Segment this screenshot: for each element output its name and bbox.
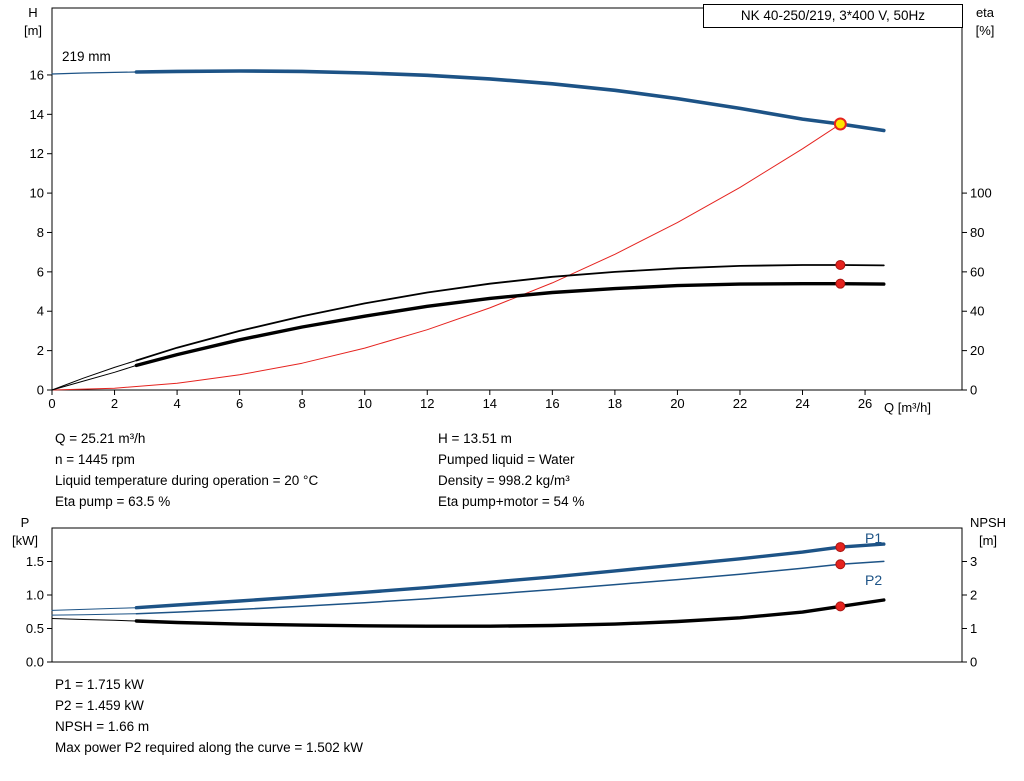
x-tick-label: 22 (733, 396, 747, 411)
eta-pump-motor-curve (134, 282, 886, 368)
power-npsh-chart: 0.0 0.5 1.0 1.5 0 1 2 3 (26, 527, 977, 670)
info-eta-pump-motor: Eta pump+motor = 54 % (438, 494, 585, 509)
result-p1: P1 = 1.715 kW (55, 677, 144, 692)
y-left-tick-label: 12 (30, 146, 44, 161)
info-speed: n = 1445 rpm (55, 452, 135, 467)
p2-point-marker (835, 559, 846, 570)
info-eta-pump: Eta pump = 63.5 % (55, 494, 171, 509)
p-axis-title-unit: [kW] (12, 533, 38, 548)
impeller-diameter-label: 219 mm (62, 49, 111, 64)
p2-curve-lead (51, 613, 137, 616)
result-p2: P2 = 1.459 kW (55, 698, 144, 713)
x-tick-label: 14 (483, 396, 497, 411)
info-liquid-temperature: Liquid temperature during operation = 20… (55, 473, 319, 488)
info-density: Density = 998.2 kg/m³ (438, 473, 570, 488)
x-tick-label: 12 (420, 396, 434, 411)
x-tick-label: 4 (173, 396, 180, 411)
p1-curve-label: P1 (865, 530, 883, 546)
x-tick-label: 24 (795, 396, 809, 411)
y-left-tick-label: 16 (30, 67, 44, 82)
npsh-curve-lead (51, 618, 137, 622)
npsh-curve (134, 598, 886, 628)
y-right-tick-label: 20 (970, 343, 984, 358)
y-right-tick-label: 0 (970, 655, 977, 670)
y-left-tick-label: 6 (37, 264, 44, 279)
head-eta-chart-frame (51, 7, 963, 391)
p1-curve-lead (51, 607, 137, 611)
result-npsh: NPSH = 1.66 m (55, 719, 150, 734)
y-left-tick-label: 8 (37, 225, 44, 240)
y-right-tick-label: 60 (970, 264, 984, 279)
info-head: H = 13.51 m (438, 431, 512, 446)
p2-curve-label: P2 (865, 572, 883, 588)
y-left-tick-label: 0 (37, 383, 44, 398)
y-left-tick-label: 0.0 (26, 655, 44, 670)
eta-pump-point-marker (835, 259, 846, 270)
npsh-axis-title-unit: [m] (978, 533, 998, 548)
eta-pump-curve (135, 264, 885, 362)
x-tick-label: 18 (608, 396, 622, 411)
y-left-tick-label: 4 (37, 304, 44, 319)
p2-curve (135, 560, 885, 615)
q-axis-title: Q [m³/h] (884, 400, 931, 415)
x-tick-label: 10 (357, 396, 371, 411)
p-axis-title-symbol: P (20, 515, 30, 530)
y-right-tick-label: 100 (970, 186, 992, 201)
info-flow: Q = 25.21 m³/h (55, 431, 146, 446)
p1-point-marker (835, 542, 846, 553)
y-left-tick-label: 0.5 (26, 621, 44, 636)
npsh-axis-title-symbol: NPSH (969, 515, 1007, 530)
eta-axis-title-unit: [%] (975, 23, 995, 38)
result-max-power: Max power P2 required along the curve = … (55, 740, 364, 755)
duty-info-right-column: H = 13.51 m Pumped liquid = Water Densit… (438, 428, 584, 512)
pump-model-box: NK 40-250/219, 3*400 V, 50Hz (703, 4, 963, 28)
result-info-block: P1 = 1.715 kW P2 = 1.459 kW NPSH = 1.66 … (55, 674, 363, 758)
y-left-tick-label: 2 (37, 343, 44, 358)
y-right-tick-label: 3 (970, 554, 977, 569)
duty-info-left-column: Q = 25.21 m³/h n = 1445 rpm Liquid tempe… (55, 428, 318, 512)
x-tick-label: 16 (545, 396, 559, 411)
p1-curve (134, 542, 886, 610)
x-tick-label: 8 (299, 396, 306, 411)
y-right-tick-label: 1 (970, 621, 977, 636)
eta-axis-title-symbol: eta (975, 5, 995, 20)
y-right-tick-label: 2 (970, 588, 977, 603)
y-right-tick-label: 0 (970, 383, 977, 398)
y-right-tick-label: 40 (970, 304, 984, 319)
h-axis-title: H [m] (16, 4, 50, 40)
npsh-axis-title: NPSH [m] (958, 514, 1018, 550)
eta-pump-motor-point-marker (835, 278, 846, 289)
eta-axis-title: eta [%] (962, 4, 1008, 40)
x-tick-label: 20 (670, 396, 684, 411)
y-left-tick-label: 1.0 (26, 588, 44, 603)
h-axis-title-symbol: H (28, 5, 38, 20)
x-tick-label: 26 (858, 396, 872, 411)
y-right-tick-label: 80 (970, 225, 984, 240)
y-left-tick-label: 1.5 (26, 554, 44, 569)
head-curve-lead (51, 71, 137, 75)
head-curve (134, 69, 886, 133)
x-tick-label: 0 (48, 396, 55, 411)
system-curve (51, 123, 841, 391)
npsh-point-marker (835, 601, 846, 612)
p-axis-title: P [kW] (2, 514, 48, 550)
info-pumped-liquid: Pumped liquid = Water (438, 452, 575, 467)
y-left-tick-label: 14 (30, 107, 44, 122)
eta-pump-curve-lead (51, 360, 137, 391)
head-eta-chart: 0 2 4 6 8 10 12 14 16 18 20 22 24 2602468101214160204… (30, 7, 992, 411)
y-left-tick-label: 10 (30, 186, 44, 201)
x-tick-label: 2 (111, 396, 118, 411)
duty-point-marker (833, 117, 847, 131)
h-axis-title-unit: [m] (23, 23, 43, 38)
x-tick-label: 6 (236, 396, 243, 411)
eta-pump-motor-curve-lead (51, 364, 137, 391)
